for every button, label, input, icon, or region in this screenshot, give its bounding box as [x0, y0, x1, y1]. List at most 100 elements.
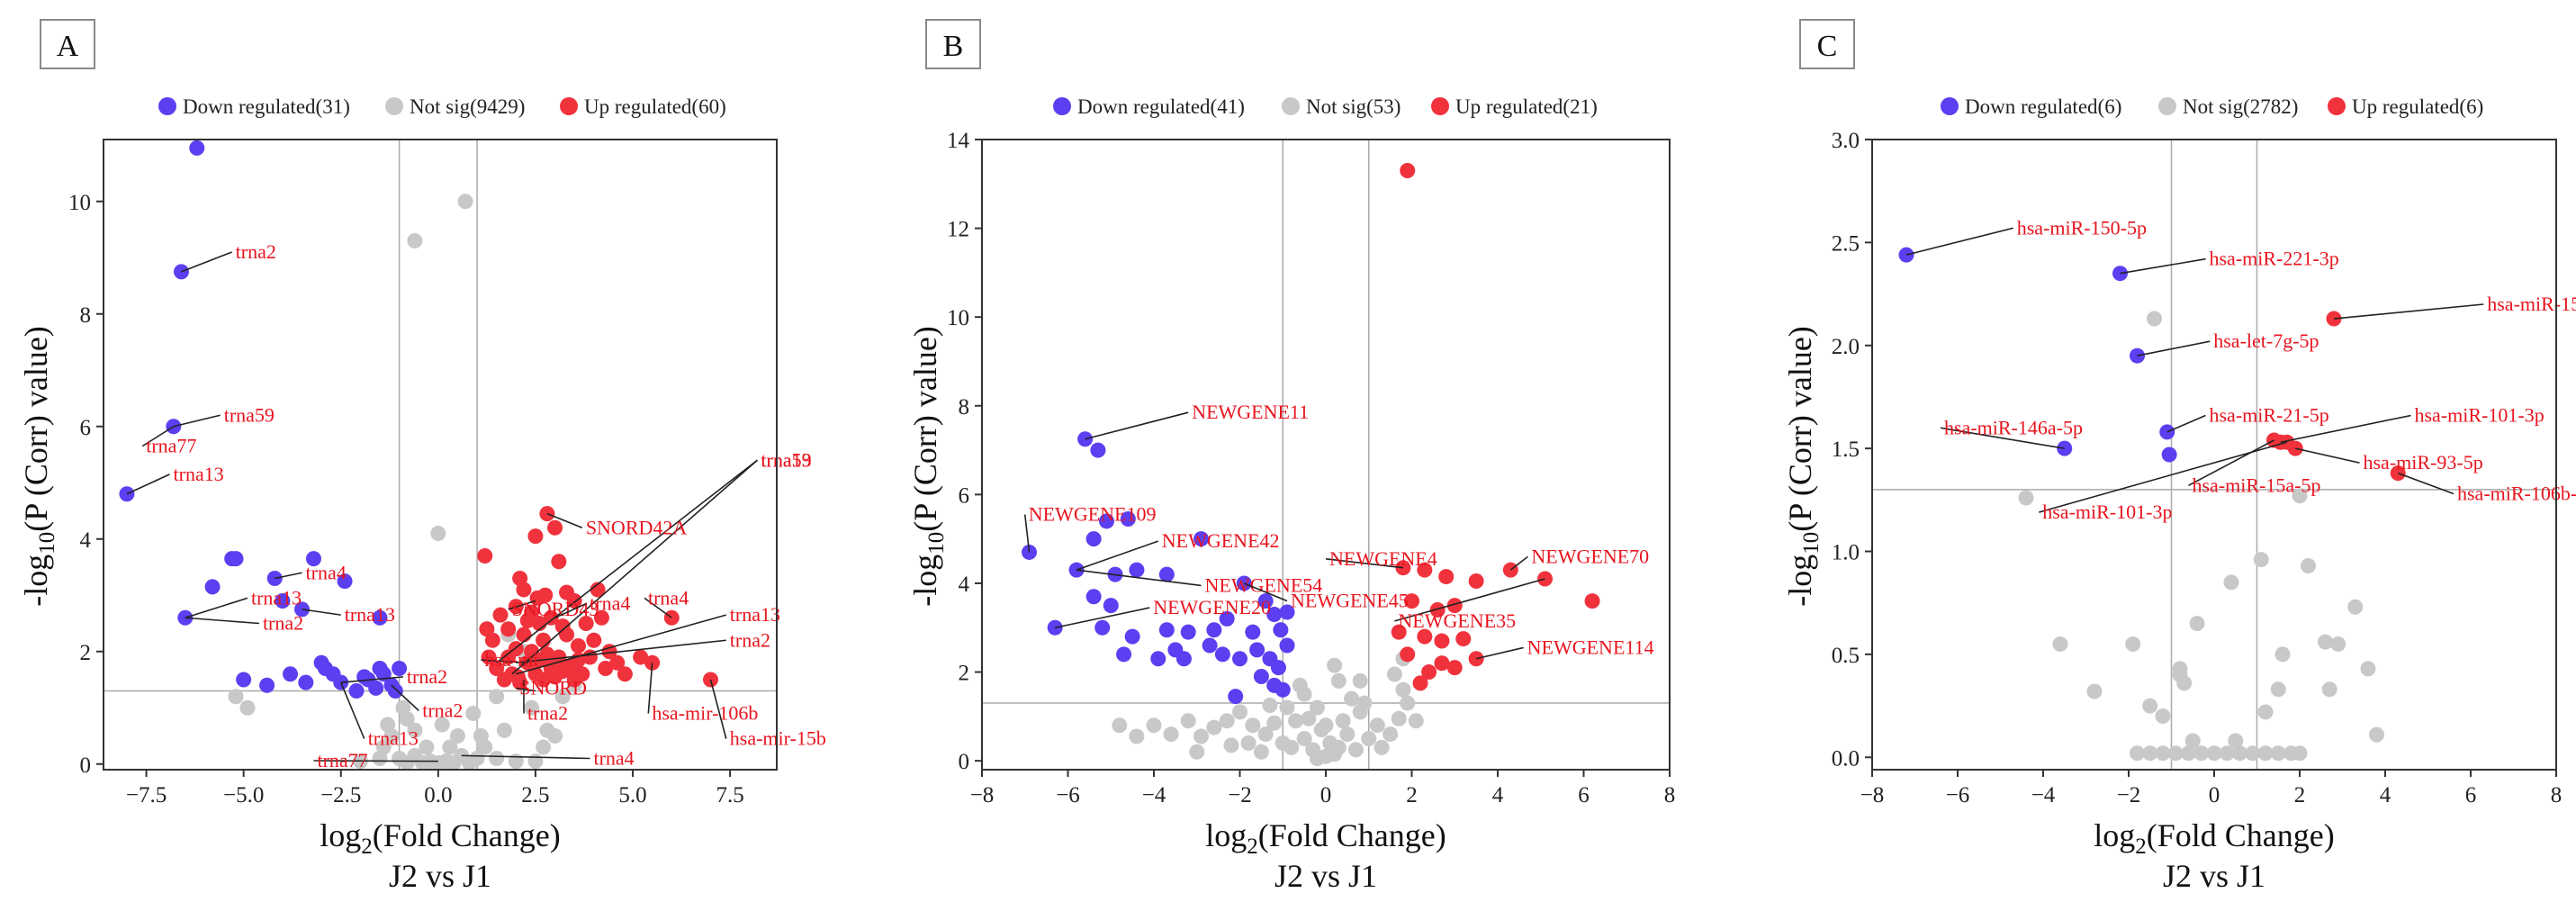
- point-down: [356, 669, 373, 685]
- point-down: [204, 579, 221, 595]
- annotation-label: NEWGENE20: [1153, 596, 1271, 618]
- annotation-label: trna2: [407, 665, 447, 688]
- legend-down-marker: [158, 97, 176, 115]
- plot-area: hsa-miR-150-5p hsa-miR-221-3p hsa-miR-15b-…: [1832, 129, 2576, 807]
- point-notsig: [1193, 728, 1210, 744]
- x-tick-label: −8: [970, 783, 995, 807]
- annotation-leader-line: [302, 609, 341, 616]
- point-notsig: [2318, 634, 2333, 650]
- legend-down-label: Down regulated(6): [1965, 95, 2121, 118]
- annotation-leader-line: [340, 681, 365, 739]
- panel-b: B Down regulated(41) Not sig(53) Up regu…: [907, 19, 1675, 894]
- annotation-leader-line: [1940, 427, 2065, 449]
- panel-letter-box: [925, 19, 981, 69]
- point-notsig: [1240, 735, 1256, 751]
- annotation-leader-line: [516, 639, 726, 664]
- point-down: [1103, 598, 1119, 614]
- panel-letter: B: [943, 30, 964, 63]
- point-down: [1129, 562, 1145, 578]
- point-notsig: [1369, 717, 1385, 734]
- y-axis-label: -log10(P (Corr) value): [1782, 326, 1824, 607]
- x-tick-label: 8: [2551, 783, 2562, 807]
- point-down: [1273, 622, 1289, 638]
- point-up: [1434, 655, 1450, 672]
- point-notsig: [1279, 699, 1295, 716]
- x-tick-label: −6: [1056, 783, 1080, 807]
- point-notsig: [239, 699, 256, 716]
- annotation-leader-line: [1055, 607, 1150, 629]
- point-notsig: [446, 755, 462, 771]
- point-notsig: [380, 717, 396, 733]
- point-down: [259, 677, 275, 693]
- annotation-leader-line: [2137, 340, 2211, 356]
- panel-c: C Down regulated(6) Not sig(2782) Up reg…: [1782, 19, 2576, 894]
- y-tick-label: 3.0: [1832, 129, 1860, 153]
- plot-area: NEWGENE11NEWGENE109NEWGENE42NEWGENE54NEW…: [947, 129, 1675, 807]
- point-down: [1180, 624, 1196, 640]
- annotation-leader-line: [546, 512, 583, 528]
- x-tick-label: 8: [1664, 783, 1676, 807]
- point-notsig: [1245, 717, 1261, 734]
- point-down: [275, 593, 291, 609]
- annotation-leader-line: [647, 663, 653, 714]
- point-notsig: [1301, 710, 1317, 726]
- annotation-leader-line: [2280, 414, 2411, 444]
- point-up: [1438, 569, 1455, 585]
- annotation-label: hsa-miR-21-5p: [2210, 404, 2329, 427]
- point-up: [1421, 664, 1437, 681]
- point-notsig: [1262, 698, 1278, 714]
- legend-up-label: Up regulated(21): [1455, 95, 1598, 118]
- point-notsig: [1339, 726, 1356, 743]
- point-notsig: [2086, 683, 2103, 699]
- point-up: [500, 621, 517, 637]
- annotation-leader-line: [391, 684, 419, 711]
- point-up: [1400, 646, 1416, 663]
- point-notsig: [1408, 713, 1424, 729]
- point-up: [601, 644, 617, 660]
- point-down: [1228, 689, 1244, 705]
- x-tick-label: −2: [2117, 783, 2141, 807]
- legend-down-label: Down regulated(31): [183, 95, 350, 118]
- point-up: [574, 666, 590, 682]
- point-notsig: [2321, 681, 2337, 698]
- annotation-label: trna2: [527, 702, 568, 725]
- point-notsig: [536, 739, 552, 755]
- point-notsig: [457, 194, 473, 210]
- comparison-subtitle: J2 vs J1: [1274, 858, 1377, 894]
- annotation-label: NEWGENE4: [1329, 547, 1437, 570]
- point-down: [1094, 619, 1111, 636]
- point-up: [536, 632, 552, 648]
- y-tick-label: 2.5: [1832, 231, 1860, 256]
- annotation-leader-line: [496, 459, 758, 663]
- point-up: [1429, 602, 1446, 618]
- x-tick-label: 6: [1578, 783, 1590, 807]
- point-up: [1400, 163, 1416, 179]
- annotation-leader-line: [2120, 257, 2206, 275]
- annotation-leader-line: [511, 459, 758, 675]
- point-down: [1257, 593, 1274, 609]
- point-up: [1468, 573, 1484, 589]
- legend: Down regulated(41) Not sig(53) Up regula…: [1053, 95, 1598, 118]
- annotation-label: SNORD42A: [586, 516, 688, 538]
- point-up: [570, 638, 586, 654]
- point-down: [305, 551, 321, 567]
- annotation-leader-line: [516, 687, 536, 692]
- point-down: [298, 674, 314, 690]
- point-down: [1253, 668, 1269, 684]
- x-tick-label: −5.0: [223, 783, 264, 807]
- x-tick-label: −2.5: [320, 783, 361, 807]
- point-notsig: [442, 739, 458, 755]
- point-notsig: [2253, 552, 2269, 568]
- x-tick-label: 5.0: [618, 783, 646, 807]
- point-notsig: [407, 722, 423, 738]
- annotation-label: trna59: [224, 403, 275, 426]
- point-notsig: [2228, 733, 2244, 749]
- y-tick-label: 6: [959, 483, 970, 508]
- legend-down-marker: [1053, 97, 1071, 115]
- point-notsig: [434, 717, 450, 733]
- legend-notsig-label: Not sig(2782): [2183, 95, 2298, 118]
- point-notsig: [2232, 745, 2247, 762]
- y-tick-label: 6: [80, 416, 92, 440]
- point-up: [593, 609, 609, 626]
- point-down: [1193, 531, 1210, 547]
